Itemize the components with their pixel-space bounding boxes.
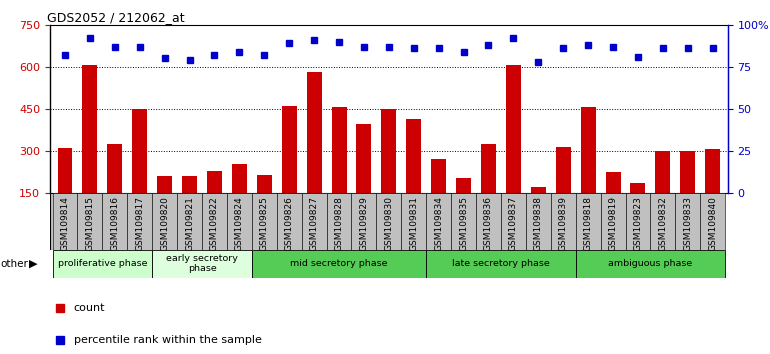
Text: late secretory phase: late secretory phase (452, 259, 550, 268)
Bar (427, 250, 576, 278)
Bar (556, 147, 571, 235)
Bar (576, 250, 725, 278)
Bar (132, 109, 147, 235)
Bar (705, 149, 720, 235)
Bar (152, 193, 177, 250)
Bar (302, 193, 326, 250)
Text: GSM109817: GSM109817 (136, 196, 144, 251)
Text: GSM109824: GSM109824 (235, 196, 244, 251)
Bar (232, 164, 247, 235)
Bar (282, 106, 296, 235)
Bar (655, 151, 671, 235)
Bar (651, 193, 675, 250)
Text: GSM109835: GSM109835 (459, 196, 468, 251)
Bar (501, 193, 526, 250)
Text: GSM109833: GSM109833 (683, 196, 692, 251)
Bar (357, 124, 371, 235)
Bar (351, 193, 377, 250)
Bar (82, 65, 97, 235)
Bar (252, 250, 427, 278)
Text: GSM109825: GSM109825 (259, 196, 269, 251)
Bar (306, 73, 322, 235)
Text: GSM109834: GSM109834 (434, 196, 444, 251)
Bar (431, 159, 446, 235)
Bar (605, 172, 621, 235)
Bar (456, 177, 471, 235)
Text: percentile rank within the sample: percentile rank within the sample (74, 335, 262, 345)
Bar (381, 109, 397, 235)
Text: GSM109832: GSM109832 (658, 196, 668, 251)
Bar (700, 193, 725, 250)
Bar (576, 193, 601, 250)
Text: GSM109827: GSM109827 (310, 196, 319, 251)
Text: GSM109815: GSM109815 (85, 196, 95, 251)
Text: early secretory
phase: early secretory phase (166, 254, 238, 273)
Bar (526, 193, 551, 250)
Text: GSM109831: GSM109831 (410, 196, 418, 251)
Text: GSM109838: GSM109838 (534, 196, 543, 251)
Bar (52, 250, 152, 278)
Bar (581, 108, 596, 235)
Bar (52, 193, 78, 250)
Bar (451, 193, 476, 250)
Bar (157, 176, 172, 235)
Bar (401, 193, 427, 250)
Text: GSM109829: GSM109829 (360, 196, 368, 251)
Bar (107, 144, 122, 235)
Bar (481, 144, 496, 235)
Text: GSM109828: GSM109828 (334, 196, 343, 251)
Text: ▶: ▶ (29, 259, 38, 269)
Text: GSM109818: GSM109818 (584, 196, 593, 251)
Bar (207, 171, 222, 235)
Bar (326, 193, 351, 250)
Bar (152, 250, 252, 278)
Bar (276, 193, 302, 250)
Bar (675, 193, 700, 250)
Text: GDS2052 / 212062_at: GDS2052 / 212062_at (47, 11, 184, 24)
Bar (58, 148, 72, 235)
Text: ambiguous phase: ambiguous phase (608, 259, 692, 268)
Text: GSM109840: GSM109840 (708, 196, 717, 251)
Text: count: count (74, 303, 105, 313)
Bar (252, 193, 276, 250)
Text: GSM109821: GSM109821 (185, 196, 194, 251)
Bar (531, 187, 546, 235)
Text: mid secretory phase: mid secretory phase (290, 259, 388, 268)
Text: GSM109814: GSM109814 (61, 196, 69, 251)
Bar (681, 151, 695, 235)
Bar (78, 193, 102, 250)
Bar (551, 193, 576, 250)
Bar (601, 193, 625, 250)
Bar (102, 193, 127, 250)
Text: GSM109819: GSM109819 (608, 196, 618, 251)
Bar (506, 65, 521, 235)
Text: GSM109836: GSM109836 (484, 196, 493, 251)
Bar (127, 193, 152, 250)
Text: GSM109839: GSM109839 (559, 196, 567, 251)
Bar (427, 193, 451, 250)
Bar (177, 193, 202, 250)
Bar (625, 193, 651, 250)
Bar (332, 108, 346, 235)
Text: GSM109830: GSM109830 (384, 196, 393, 251)
Bar (182, 176, 197, 235)
Text: GSM109820: GSM109820 (160, 196, 169, 251)
Text: GSM109816: GSM109816 (110, 196, 119, 251)
Text: proliferative phase: proliferative phase (58, 259, 147, 268)
Bar (377, 193, 401, 250)
Bar (407, 119, 421, 235)
Text: GSM109823: GSM109823 (634, 196, 642, 251)
Text: GSM109822: GSM109822 (210, 196, 219, 251)
Text: GSM109826: GSM109826 (285, 196, 293, 251)
Bar (202, 193, 227, 250)
Bar (631, 183, 645, 235)
Bar (476, 193, 501, 250)
Bar (227, 193, 252, 250)
Bar (257, 175, 272, 235)
Text: other: other (1, 259, 28, 269)
Text: GSM109837: GSM109837 (509, 196, 518, 251)
